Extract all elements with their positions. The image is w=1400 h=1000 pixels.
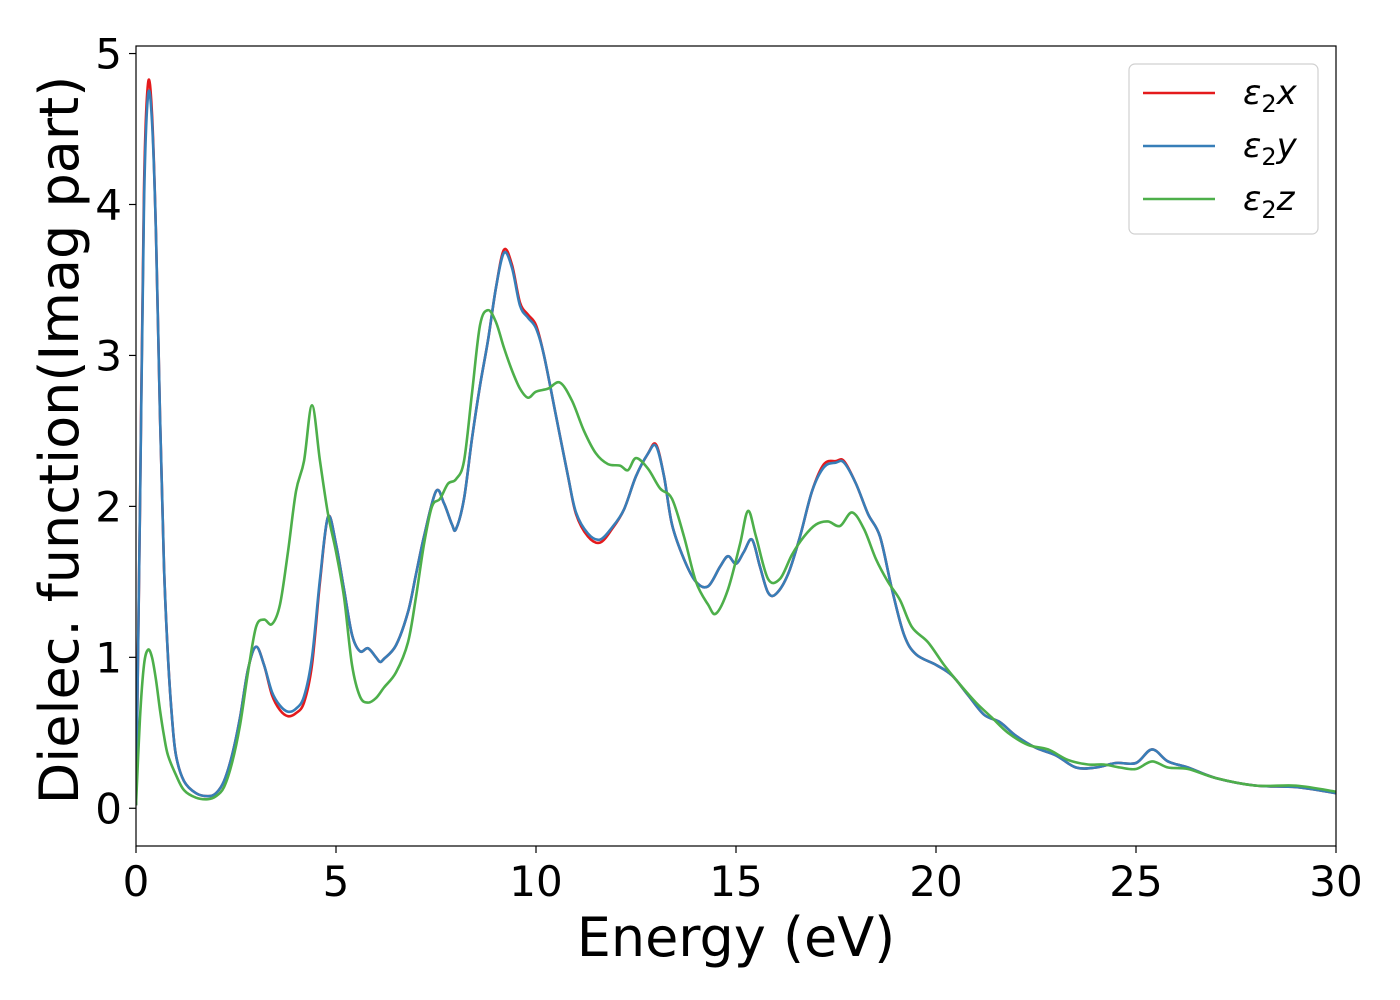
y-tick-label: 2 [95, 482, 122, 531]
legend-label-z: ε2z [1243, 179, 1296, 224]
x-tick-label: 10 [509, 857, 562, 906]
legend-subscript: 2 [1261, 143, 1276, 171]
legend-symbol: ε [1243, 179, 1261, 219]
legend-variable: x [1276, 73, 1298, 113]
y-axis-ticks: 0 1 2 3 4 5 [95, 30, 136, 833]
plot-lines [136, 78, 1336, 806]
x-tick-label: 25 [1109, 857, 1162, 906]
series-line-z [136, 308, 1336, 806]
x-tick-label: 15 [709, 857, 762, 906]
legend-label-x: ε2x [1243, 73, 1298, 118]
legend-subscript: 2 [1261, 196, 1276, 224]
series-line-y [136, 89, 1336, 806]
x-axis-label: Energy (eV) [577, 906, 896, 969]
legend-symbol: ε [1243, 126, 1261, 166]
legend-subscript: 2 [1261, 90, 1276, 118]
y-axis-label: Dielec. function(Imag part) [28, 76, 91, 805]
y-tick-label: 0 [95, 784, 122, 833]
y-tick-label: 5 [95, 30, 122, 79]
x-axis-ticks: 0 5 10 15 20 25 30 [123, 846, 1363, 906]
legend-box [1128, 63, 1319, 235]
x-tick-label: 0 [123, 857, 150, 906]
legend-symbol: ε [1243, 73, 1261, 113]
y-tick-label: 4 [95, 180, 122, 229]
legend-label-y: ε2y [1243, 126, 1298, 171]
x-tick-label: 20 [909, 857, 962, 906]
y-tick-label: 3 [95, 331, 122, 380]
y-tick-label: 1 [95, 633, 122, 682]
legend-variable: z [1276, 179, 1296, 219]
x-tick-label: 5 [323, 857, 350, 906]
x-tick-label: 30 [1309, 857, 1362, 906]
legend-variable: y [1276, 126, 1298, 166]
